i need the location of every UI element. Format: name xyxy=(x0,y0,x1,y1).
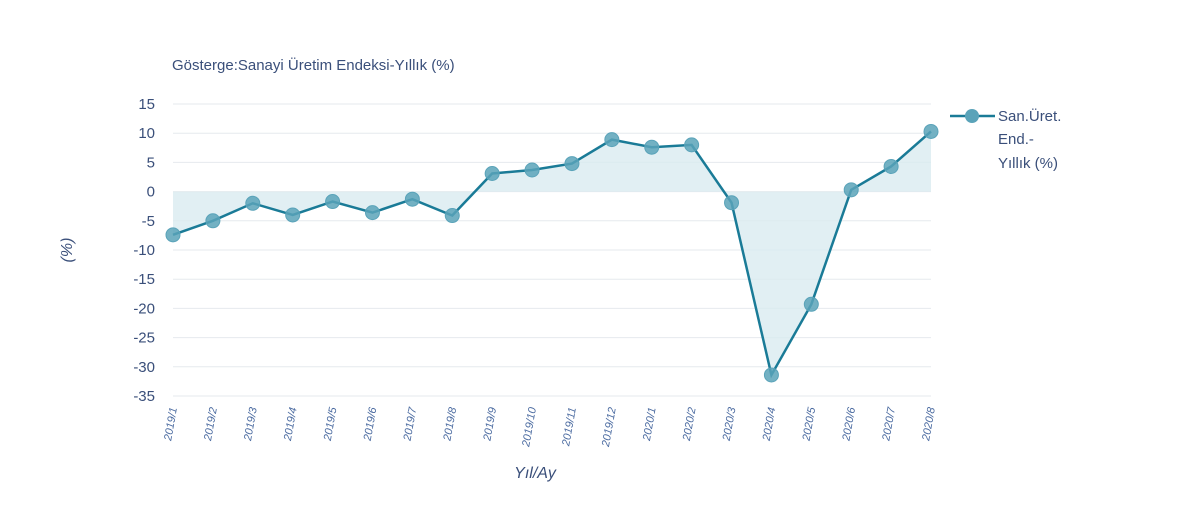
legend-marker-swatch xyxy=(965,109,979,123)
y-tick-label: -20 xyxy=(133,300,155,317)
x-tick-label: 2020/3 xyxy=(721,406,739,443)
data-point-2020-1[interactable] xyxy=(644,139,660,155)
x-tick-label: 2020/7 xyxy=(880,406,898,443)
data-point-2020-2[interactable] xyxy=(684,137,700,153)
x-tick-label: 2020/2 xyxy=(681,406,699,442)
x-tick-label: 2020/5 xyxy=(800,406,818,443)
data-points xyxy=(165,123,939,383)
data-point-2020-6[interactable] xyxy=(843,182,859,198)
data-point-2019-5[interactable] xyxy=(325,194,341,210)
gridlines xyxy=(173,103,931,397)
data-point-2019-3[interactable] xyxy=(245,195,261,211)
x-tick-label: 2019/10 xyxy=(520,406,539,449)
area-fill-positive xyxy=(173,131,931,375)
data-point-2019-1[interactable] xyxy=(165,227,181,243)
x-tick-label: 2019/6 xyxy=(362,406,380,443)
y-tick-label: -30 xyxy=(133,359,155,376)
y-tick-label: 5 xyxy=(147,154,155,171)
y-tick-label: -35 xyxy=(133,388,155,405)
x-tick-label: 2020/4 xyxy=(761,406,779,442)
x-tick-label: 2020/8 xyxy=(920,406,938,443)
legend-label-line3: Yıllık (%) xyxy=(998,155,1058,172)
y-tick-label: 10 xyxy=(138,125,155,142)
x-tick-label: 2020/1 xyxy=(641,406,659,442)
data-point-2019-6[interactable] xyxy=(364,205,380,221)
y-tick-label: -10 xyxy=(133,242,155,259)
x-tick-label: 2019/7 xyxy=(401,406,419,443)
legend-label-line2: End.- xyxy=(998,131,1034,148)
data-point-2019-11[interactable] xyxy=(564,156,580,172)
legend[interactable]: San.Üret. End.- Yıllık (%) xyxy=(950,107,1061,172)
x-tick-label: 2019/5 xyxy=(322,406,340,443)
x-tick-label: 2019/9 xyxy=(481,406,499,442)
data-point-2019-7[interactable] xyxy=(404,191,420,207)
data-point-2019-2[interactable] xyxy=(205,213,221,229)
y-tick-label: -15 xyxy=(133,271,155,288)
y-axis-title: (%) xyxy=(59,238,76,263)
y-tick-label: 15 xyxy=(138,96,155,113)
x-tick-label: 2019/12 xyxy=(600,406,619,448)
data-point-2019-10[interactable] xyxy=(524,162,540,178)
x-tick-label: 2019/2 xyxy=(202,406,220,442)
x-tick-label: 2019/4 xyxy=(282,406,300,442)
data-point-2019-9[interactable] xyxy=(484,165,500,181)
y-tick-label: -5 xyxy=(142,213,155,230)
y-tick-label: 0 xyxy=(147,184,155,201)
x-tick-label: 2019/1 xyxy=(162,406,180,442)
x-tick-label: 2019/3 xyxy=(242,406,260,443)
data-point-2020-8[interactable] xyxy=(923,123,939,139)
x-tick-label: 2019/11 xyxy=(560,406,579,447)
x-axis-ticks: 2019/1 2019/2 2019/3 2019/4 2019/5 2019/6 2019… xyxy=(162,406,938,449)
data-point-2020-5[interactable] xyxy=(803,296,819,312)
y-tick-label: -25 xyxy=(133,330,155,347)
x-tick-label: 2019/8 xyxy=(441,406,459,443)
data-point-2019-8[interactable] xyxy=(444,208,460,224)
x-tick-label: 2020/6 xyxy=(840,406,858,443)
legend-label-line1: San.Üret. xyxy=(998,107,1061,125)
data-point-2020-7[interactable] xyxy=(883,158,899,174)
y-axis-ticks: 15 10 5 0 -5 -10 -15 -20 -25 -30 -35 xyxy=(133,96,155,405)
data-point-2019-12[interactable] xyxy=(604,132,620,148)
chart-title: Gösterge:Sanayi Üretim Endeksi-Yıllık (%… xyxy=(172,56,455,74)
data-point-2020-3[interactable] xyxy=(724,195,740,211)
data-point-2020-4[interactable] xyxy=(763,367,779,383)
x-axis-title: Yıl/Ay xyxy=(514,465,557,482)
data-point-2019-4[interactable] xyxy=(285,207,301,223)
